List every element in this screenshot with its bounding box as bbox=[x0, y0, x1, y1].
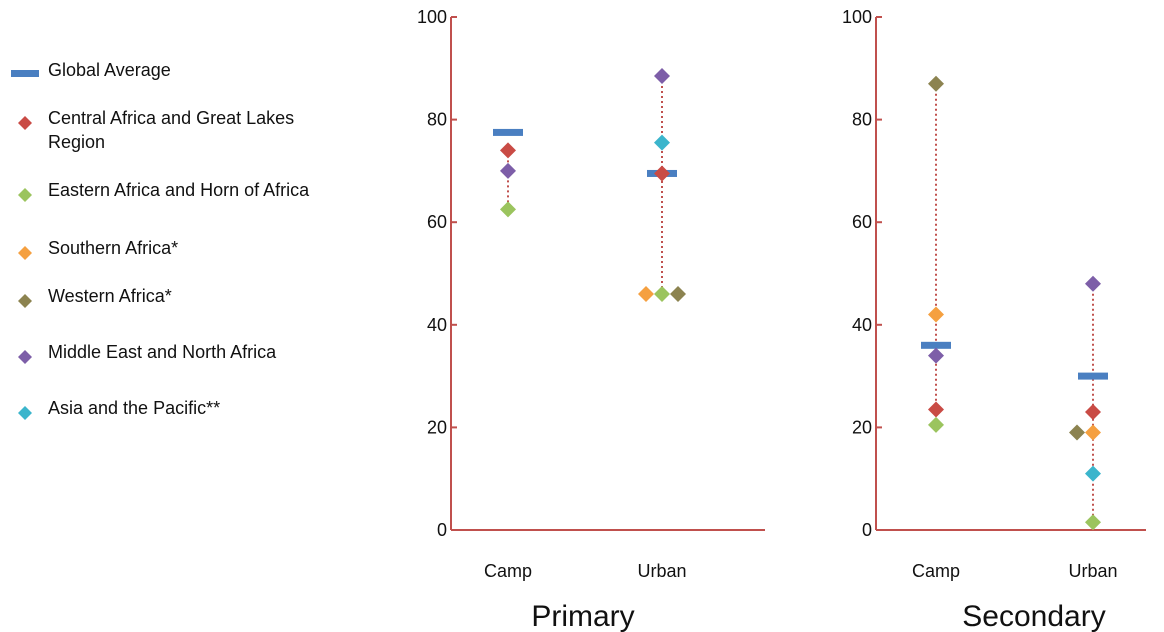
point-eastern-africa-and-horn-of-africa bbox=[654, 286, 670, 303]
legend-diamond-marker bbox=[10, 106, 40, 130]
legend-diamond-marker bbox=[10, 340, 40, 364]
y-tick-label: 20 bbox=[852, 417, 872, 437]
y-tick-label: 80 bbox=[852, 110, 872, 130]
y-tick-label: 0 bbox=[437, 520, 447, 540]
y-tick-label: 60 bbox=[852, 212, 872, 232]
legend-bar-marker bbox=[10, 58, 40, 78]
x-category-label: Camp bbox=[912, 561, 960, 581]
y-tick-label: 100 bbox=[417, 7, 447, 27]
legend-label: Global Average bbox=[48, 60, 171, 80]
y-tick-label: 100 bbox=[842, 7, 872, 27]
legend-label: Western Africa* bbox=[48, 286, 172, 306]
x-category-label: Camp bbox=[484, 561, 532, 581]
point-eastern-africa-and-horn-of-africa bbox=[500, 201, 516, 218]
point-asia-and-the-pacific bbox=[654, 134, 670, 151]
point-asia-and-the-pacific bbox=[1085, 465, 1101, 482]
legend-item-western-africa: Western Africa* bbox=[10, 284, 318, 308]
legend-diamond-marker bbox=[10, 396, 40, 420]
legend-item-middle-east-and-north-africa: Middle East and North Africa bbox=[10, 340, 318, 364]
point-western-africa bbox=[670, 286, 686, 303]
legend-diamond-marker bbox=[10, 284, 40, 308]
chart-secondary: 0 20 40 60 80 100 Camp Urban Secondary bbox=[842, 7, 1146, 632]
point-middle-east-and-north-africa bbox=[1085, 275, 1101, 292]
legend-item-eastern-africa-and-horn-of-africa: Eastern Africa and Horn of Africa bbox=[10, 178, 318, 202]
legend-label: Central Africa and Great Lakes Region bbox=[48, 108, 295, 152]
legend-diamond-marker bbox=[10, 178, 40, 202]
point-middle-east-and-north-africa bbox=[654, 67, 670, 84]
legend-diamond-marker bbox=[10, 236, 40, 260]
legend-item-southern-africa: Southern Africa* bbox=[10, 236, 318, 260]
legend-item-central-africa-and-great-lakes-region: Central Africa and Great Lakes Region bbox=[10, 106, 318, 154]
point-southern-africa bbox=[1085, 424, 1101, 441]
point-western-africa bbox=[1069, 424, 1085, 441]
x-category-label: Urban bbox=[637, 561, 686, 581]
point-central-africa-and-great-lakes-region bbox=[1085, 404, 1101, 421]
y-tick-label: 40 bbox=[427, 315, 447, 335]
global-average-bar bbox=[1078, 372, 1108, 380]
legend-item-asia-and-the-pacific: Asia and the Pacific** bbox=[10, 396, 318, 420]
point-central-africa-and-great-lakes-region bbox=[928, 401, 944, 418]
point-eastern-africa-and-horn-of-africa bbox=[928, 416, 944, 433]
panel-title: Primary bbox=[531, 600, 634, 632]
global-average-bar bbox=[493, 128, 523, 136]
panel-title: Secondary bbox=[962, 600, 1105, 632]
y-tick-label: 80 bbox=[427, 110, 447, 130]
legend-label: Eastern Africa and Horn of Africa bbox=[48, 180, 310, 200]
point-middle-east-and-north-africa bbox=[500, 162, 516, 179]
y-tick-label: 20 bbox=[427, 417, 447, 437]
x-category-label: Urban bbox=[1068, 561, 1117, 581]
point-central-africa-and-great-lakes-region bbox=[654, 165, 670, 182]
y-tick-label: 40 bbox=[852, 315, 872, 335]
y-tick-label: 60 bbox=[427, 212, 447, 232]
point-southern-africa bbox=[638, 286, 654, 303]
point-eastern-africa-and-horn-of-africa bbox=[1085, 514, 1101, 531]
y-tick-label: 0 bbox=[862, 520, 872, 540]
legend-label: Middle East and North Africa bbox=[48, 342, 277, 362]
point-western-africa bbox=[928, 75, 944, 92]
point-southern-africa bbox=[928, 306, 944, 323]
point-central-africa-and-great-lakes-region bbox=[500, 142, 516, 159]
legend-label: Asia and the Pacific** bbox=[48, 398, 221, 418]
global-average-bar bbox=[921, 341, 951, 349]
legend-item-global-average: Global Average bbox=[10, 58, 318, 82]
legend-label: Southern Africa* bbox=[48, 238, 179, 258]
point-middle-east-and-north-africa bbox=[928, 347, 944, 364]
